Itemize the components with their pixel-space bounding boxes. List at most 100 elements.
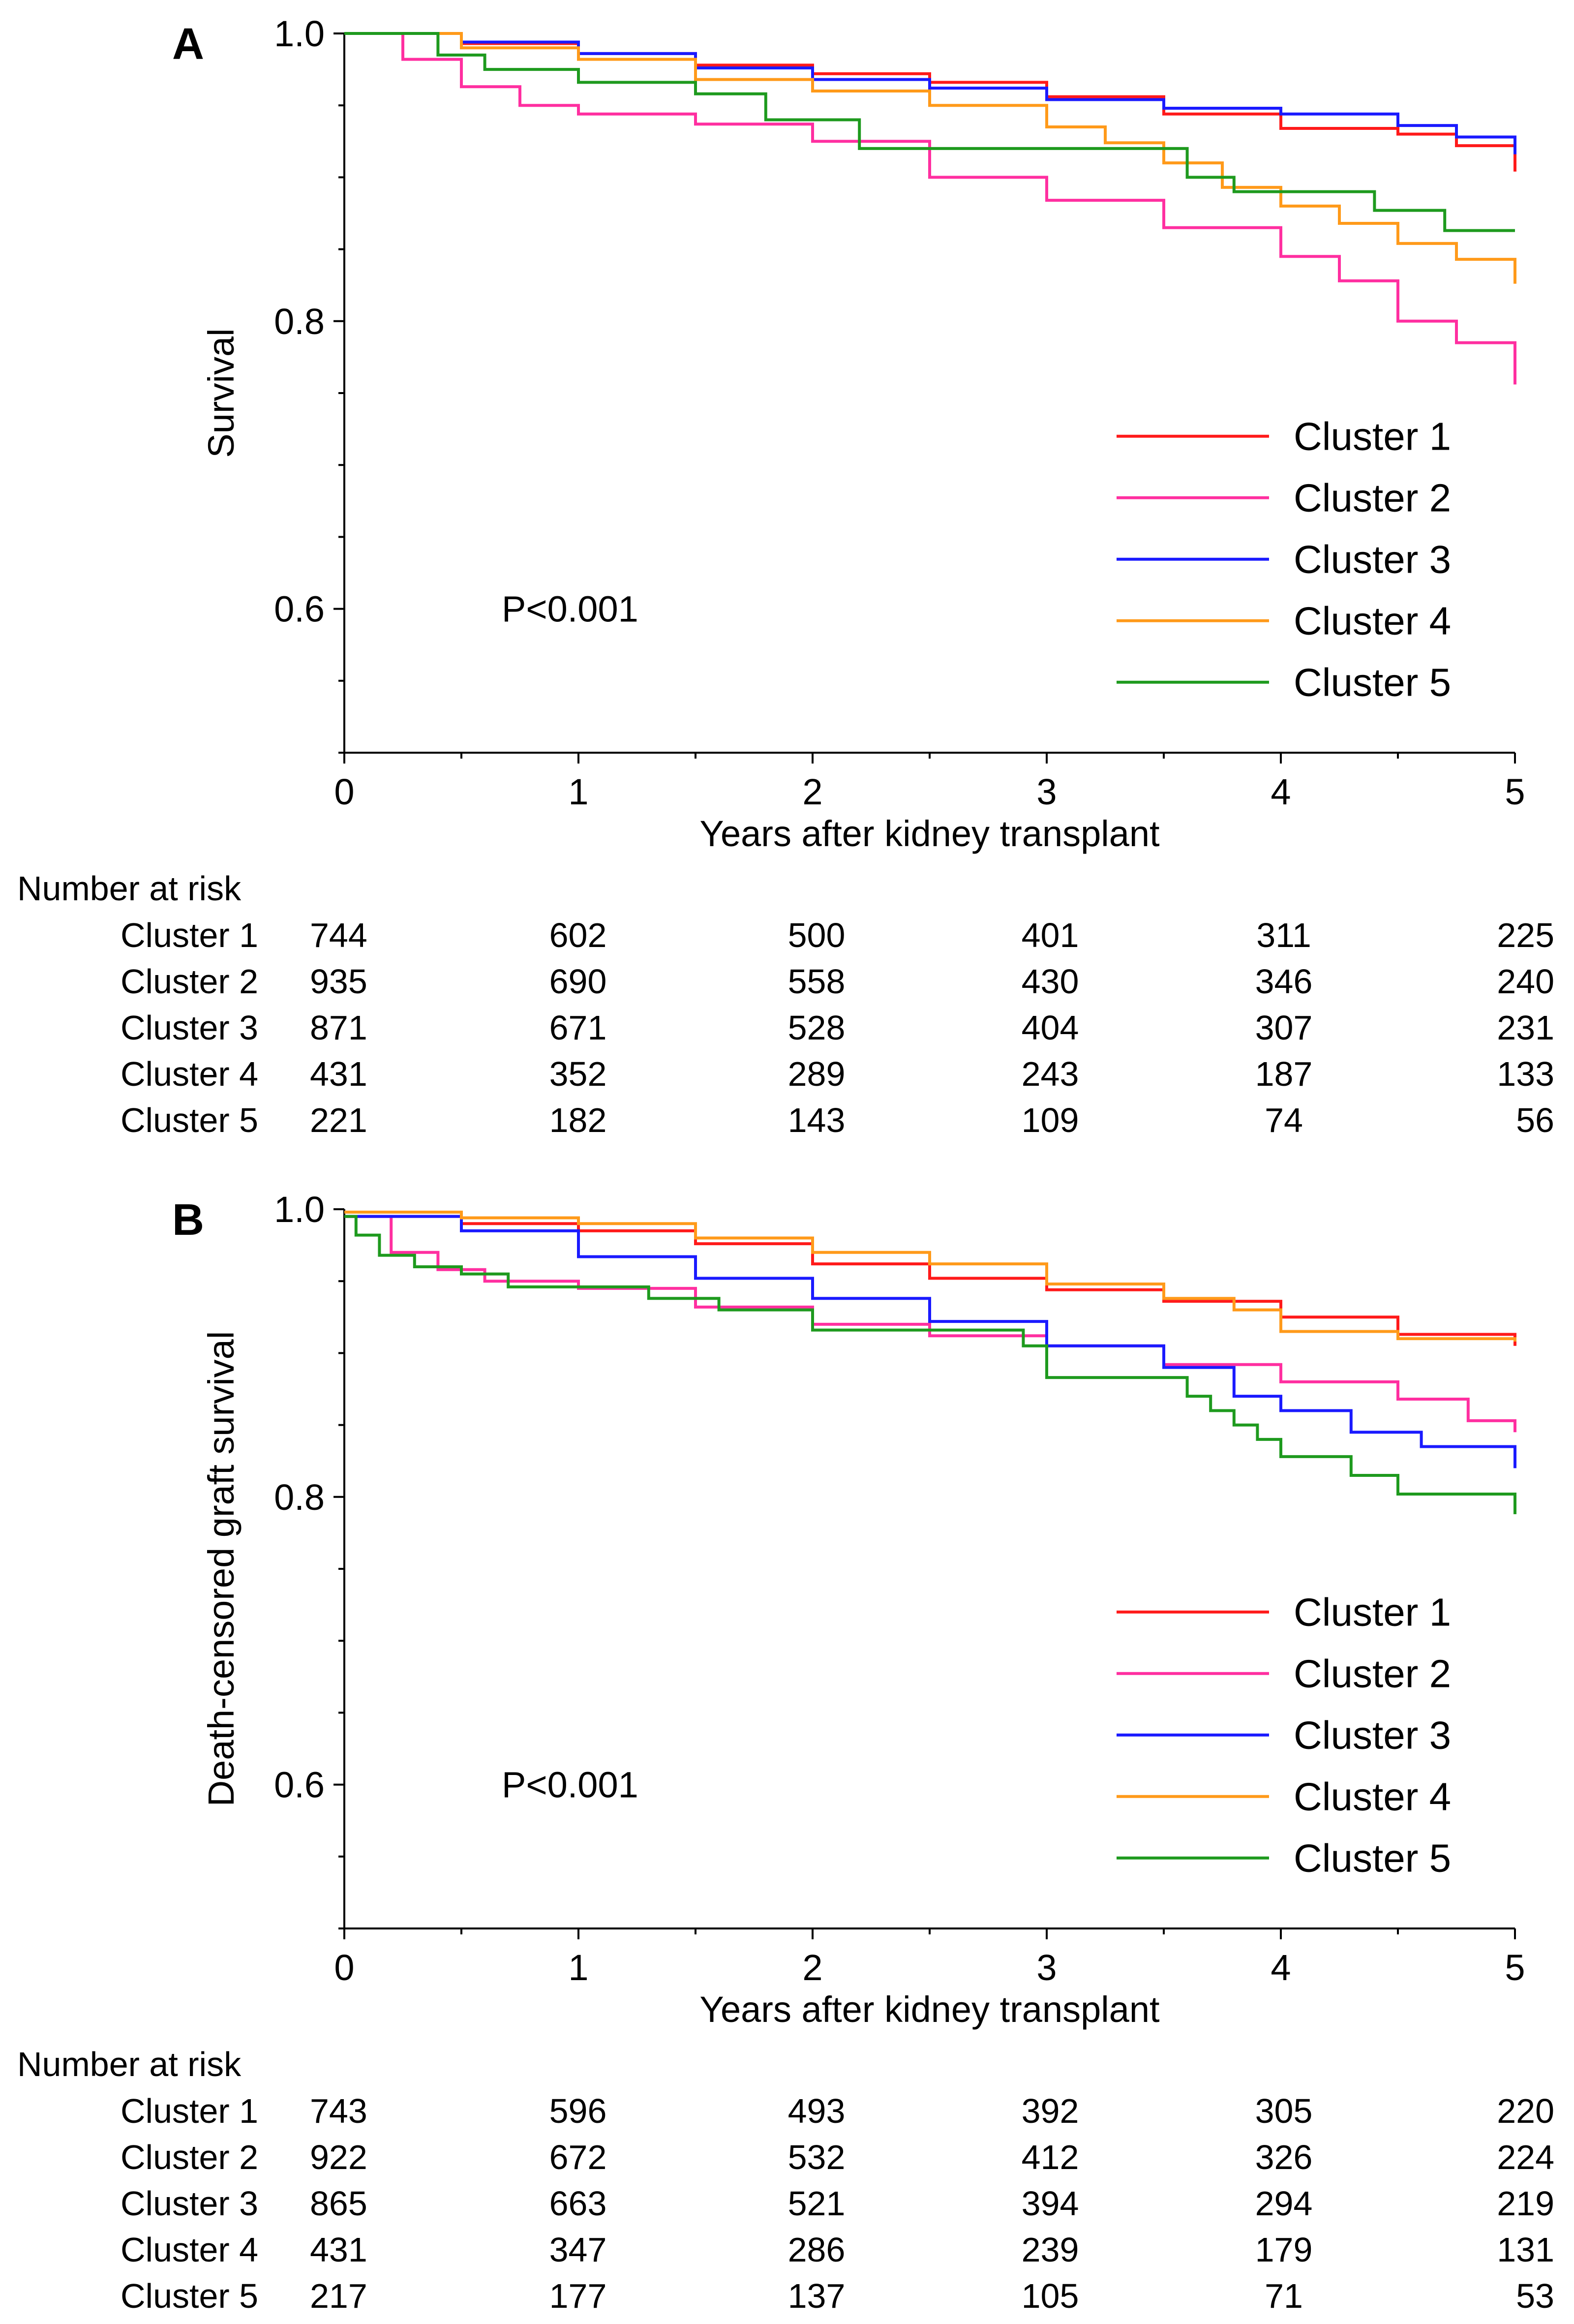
risk-count: 346 <box>1255 962 1313 1001</box>
x-tick-label: 3 <box>1036 771 1057 812</box>
risk-count: 56 <box>1516 1101 1554 1139</box>
risk-count: 137 <box>788 2277 846 2315</box>
risk-count: 671 <box>549 1009 607 1047</box>
risk-count: 532 <box>788 2138 846 2176</box>
panel-label: B <box>172 1195 204 1245</box>
risk-count: 286 <box>788 2231 846 2269</box>
x-tick-label: 0 <box>334 771 354 812</box>
y-tick-label: 0.6 <box>274 1765 325 1805</box>
x-tick-label: 3 <box>1036 1947 1057 1988</box>
risk-count: 412 <box>1022 2138 1079 2176</box>
series-line-cluster-1 <box>344 1215 1516 1346</box>
legend-label: Cluster 4 <box>1294 599 1451 643</box>
risk-count: 220 <box>1497 2092 1554 2130</box>
panel-a: A 1.0 0.8 0.6 0 1 2 3 4 5 Years after kidney trans… <box>17 13 1554 1139</box>
risk-row-label: Cluster 1 <box>121 2092 258 2130</box>
risk-count: 431 <box>310 1055 367 1093</box>
risk-row-label: Cluster 5 <box>121 2277 258 2315</box>
y-tick-label: 0.8 <box>274 1477 325 1518</box>
legend-label: Cluster 2 <box>1294 476 1451 520</box>
x-axis-label: Years after kidney transplant <box>699 1989 1160 2030</box>
risk-row-label: Cluster 3 <box>121 2184 258 2223</box>
x-tick-label: 4 <box>1271 771 1291 812</box>
series-line-cluster-2 <box>344 32 1516 385</box>
x-tick-label: 2 <box>802 1947 822 1988</box>
y-axis-label: Survival <box>201 328 242 458</box>
risk-row-label: Cluster 2 <box>121 2138 258 2176</box>
risk-count: 231 <box>1497 1009 1554 1047</box>
x-tick-label: 2 <box>802 771 822 812</box>
risk-row-label: Cluster 1 <box>121 916 258 954</box>
legend-label: Cluster 3 <box>1294 538 1451 581</box>
risk-count: 71 <box>1265 2277 1303 2315</box>
risk-row-label: Cluster 4 <box>121 2231 258 2269</box>
series-line-cluster-4 <box>344 1210 1516 1342</box>
risk-count: 289 <box>788 1055 846 1093</box>
panel-label: A <box>172 20 204 69</box>
risk-count: 431 <box>310 2231 367 2269</box>
risk-table-heading: Number at risk <box>17 2045 242 2083</box>
risk-count: 602 <box>549 916 607 954</box>
risk-count: 326 <box>1255 2138 1313 2176</box>
risk-table-heading: Number at risk <box>17 869 242 908</box>
risk-count: 528 <box>788 1009 846 1047</box>
risk-count: 871 <box>310 1009 367 1047</box>
risk-count: 105 <box>1022 2277 1079 2315</box>
risk-count: 225 <box>1497 916 1554 954</box>
x-tick-label: 1 <box>568 1947 588 1988</box>
legend-label: Cluster 1 <box>1294 1590 1451 1634</box>
risk-count: 179 <box>1255 2231 1313 2269</box>
risk-count: 131 <box>1497 2231 1554 2269</box>
p-value-annotation: P<0.001 <box>502 1765 638 1805</box>
risk-row-label: Cluster 4 <box>121 1055 258 1093</box>
legend-label: Cluster 5 <box>1294 661 1451 704</box>
legend-label: Cluster 1 <box>1294 415 1451 459</box>
risk-count: 922 <box>310 2138 367 2176</box>
risk-count: 307 <box>1255 1009 1313 1047</box>
x-axis-label: Years after kidney transplant <box>699 813 1160 854</box>
legend-label: Cluster 4 <box>1294 1775 1451 1819</box>
risk-count: 109 <box>1022 1101 1079 1139</box>
risk-count: 743 <box>310 2092 367 2130</box>
y-tick-label: 1.0 <box>274 1189 325 1230</box>
risk-count: 53 <box>1516 2277 1554 2315</box>
risk-count: 311 <box>1256 916 1311 954</box>
risk-count: 744 <box>310 916 367 954</box>
risk-count: 865 <box>310 2184 367 2223</box>
risk-count: 182 <box>549 1101 607 1139</box>
risk-count: 596 <box>549 2092 607 2130</box>
risk-count: 177 <box>549 2277 607 2315</box>
series-line-cluster-4 <box>344 32 1516 284</box>
y-tick-label: 0.8 <box>274 301 325 342</box>
y-axis-label: Death-censored graft survival <box>201 1331 242 1807</box>
risk-count: 521 <box>788 2184 846 2223</box>
legend-label: Cluster 2 <box>1294 1652 1451 1696</box>
risk-count: 217 <box>310 2277 367 2315</box>
legend-label: Cluster 3 <box>1294 1713 1451 1757</box>
series-line-cluster-5 <box>344 32 1515 232</box>
risk-count: 74 <box>1265 1101 1303 1139</box>
y-tick-label: 0.6 <box>274 589 325 630</box>
series-line-cluster-2 <box>344 1215 1516 1433</box>
risk-count: 219 <box>1497 2184 1554 2223</box>
risk-row-label: Cluster 5 <box>121 1101 258 1139</box>
risk-count: 143 <box>788 1101 846 1139</box>
risk-count: 224 <box>1497 2138 1554 2176</box>
risk-count: 294 <box>1255 2184 1313 2223</box>
risk-count: 558 <box>788 962 846 1001</box>
legend-label: Cluster 5 <box>1294 1836 1451 1880</box>
risk-count: 401 <box>1022 916 1079 954</box>
risk-count: 187 <box>1255 1055 1313 1093</box>
y-tick-label: 1.0 <box>274 13 325 54</box>
risk-count: 672 <box>549 2138 607 2176</box>
risk-count: 305 <box>1255 2092 1313 2130</box>
risk-count: 493 <box>788 2092 846 2130</box>
risk-count: 430 <box>1022 962 1079 1001</box>
risk-count: 690 <box>549 962 607 1001</box>
risk-count: 133 <box>1497 1055 1554 1093</box>
risk-count: 392 <box>1022 2092 1079 2130</box>
risk-count: 221 <box>310 1101 367 1139</box>
risk-row-label: Cluster 2 <box>121 962 258 1001</box>
x-tick-label: 1 <box>568 771 588 812</box>
